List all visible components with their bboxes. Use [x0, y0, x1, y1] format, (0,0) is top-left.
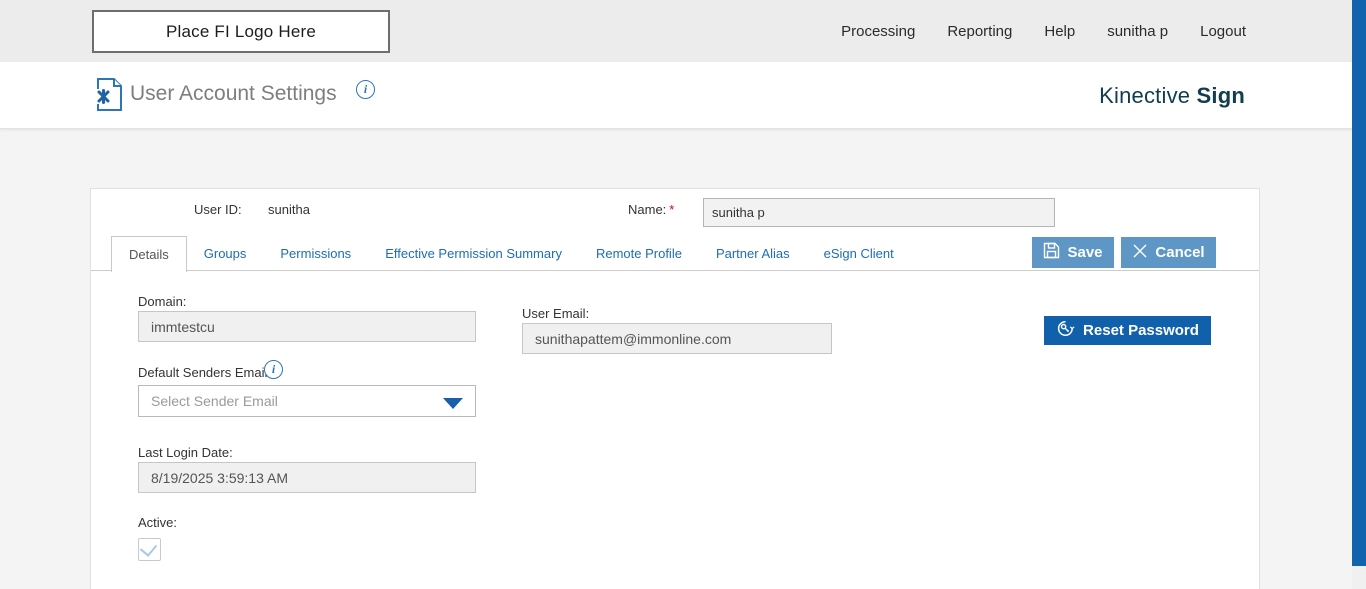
cancel-button[interactable]: Cancel	[1121, 237, 1216, 268]
page-info-icon[interactable]: i	[356, 80, 375, 99]
page-title: User Account Settings	[130, 82, 337, 105]
reset-key-icon	[1056, 319, 1075, 342]
domain-input	[138, 311, 476, 342]
tab-remote-profile[interactable]: Remote Profile	[595, 245, 682, 261]
tab-permissions[interactable]: Permissions	[280, 245, 352, 261]
user-email-label: User Email:	[522, 306, 590, 321]
brand-regular: Kinective	[1099, 83, 1191, 108]
brand-bold: Sign	[1196, 83, 1245, 108]
document-settings-icon	[96, 77, 123, 117]
nav-username[interactable]: sunitha p	[1107, 22, 1169, 40]
name-label: Name: *	[628, 202, 675, 217]
tab-effective-permission-summary[interactable]: Effective Permission Summary	[385, 245, 562, 261]
fi-logo-placeholder: Place FI Logo Here	[92, 10, 390, 53]
nav-logout[interactable]: Logout	[1200, 22, 1246, 40]
last-login-input	[138, 462, 476, 493]
user-email-input	[522, 323, 832, 354]
name-input[interactable]	[703, 198, 1055, 227]
top-nav: Processing Reporting Help sunitha p Logo…	[841, 0, 1246, 62]
required-asterisk: *	[669, 202, 675, 217]
active-label: Active:	[138, 515, 178, 530]
cancel-x-icon	[1132, 243, 1148, 263]
tab-partner-alias[interactable]: Partner Alias	[715, 245, 790, 261]
domain-label: Domain:	[138, 294, 187, 309]
nav-processing[interactable]: Processing	[841, 22, 916, 40]
tab-underline	[91, 270, 1259, 271]
sender-email-dropdown[interactable]: Select Sender Email	[138, 385, 476, 417]
user-account-card: User ID: sunitha Name:* Details Groups P…	[90, 188, 1260, 589]
chevron-down-icon	[443, 398, 463, 409]
nav-reporting[interactable]: Reporting	[947, 22, 1013, 40]
last-login-label: Last Login Date:	[138, 445, 233, 460]
tab-esign-client[interactable]: eSign Client	[823, 245, 894, 261]
tab-strip: Details Groups Permissions Effective Per…	[91, 236, 1259, 272]
scrollbar-thumb[interactable]	[1352, 0, 1366, 566]
default-senders-email-label: Default Senders Email:	[138, 365, 271, 380]
user-id-value: sunitha	[268, 202, 310, 217]
active-checkbox[interactable]	[138, 538, 161, 561]
title-bar: User Account Settings i Kinective Sign	[0, 62, 1366, 129]
brand-logo: Kinective Sign	[1099, 83, 1245, 109]
fi-logo-text: Place FI Logo Here	[165, 21, 317, 41]
save-button[interactable]: Save	[1032, 237, 1114, 268]
tab-groups[interactable]: Groups	[203, 245, 247, 261]
vertical-scrollbar[interactable]	[1352, 0, 1366, 589]
sender-email-placeholder: Select Sender Email	[151, 393, 278, 409]
save-icon	[1043, 242, 1060, 263]
top-header: Place FI Logo Here Processing Reporting …	[0, 0, 1366, 62]
user-id-label: User ID:	[194, 202, 242, 217]
reset-password-button[interactable]: Reset Password	[1044, 316, 1211, 345]
nav-help[interactable]: Help	[1044, 22, 1076, 40]
check-icon	[139, 539, 158, 557]
senders-email-info-icon[interactable]: i	[264, 360, 283, 379]
tab-details[interactable]: Details	[111, 236, 187, 272]
